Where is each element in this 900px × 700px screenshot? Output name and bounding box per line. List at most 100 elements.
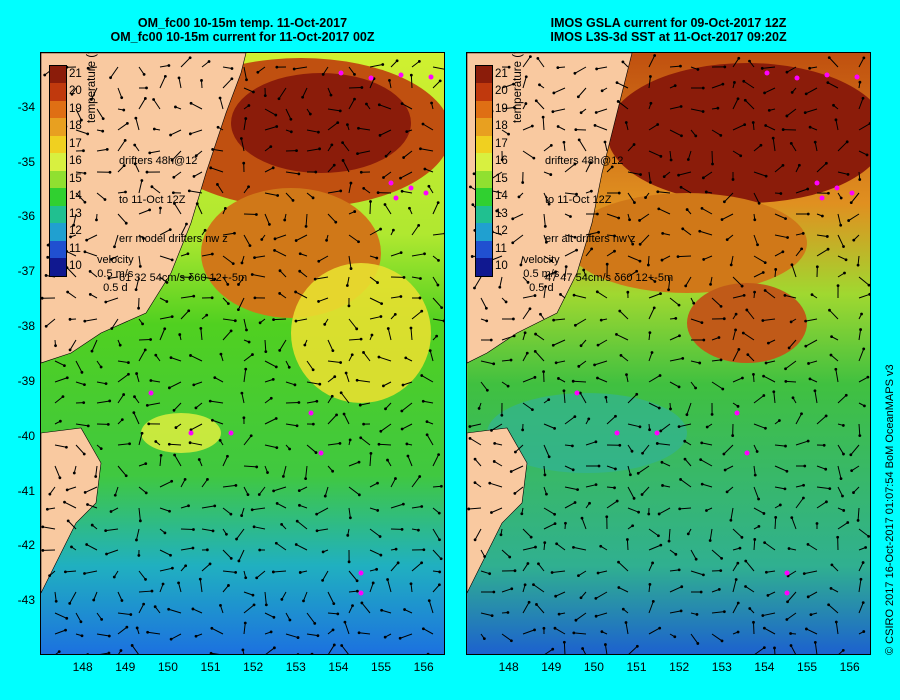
current-arrow-head (127, 372, 130, 376)
current-arrow-head (252, 525, 256, 529)
current-arrow (764, 627, 776, 635)
current-arrow-head (800, 412, 803, 416)
current-arrow-head (766, 593, 770, 597)
current-arrow-head (534, 332, 537, 336)
drifter-marker (368, 75, 374, 81)
current-arrow (306, 633, 319, 637)
current-arrow (117, 122, 128, 131)
current-arrow (302, 87, 308, 98)
current-arrow (243, 591, 254, 596)
current-arrow-head (229, 556, 233, 560)
current-arrow-head (107, 276, 111, 280)
current-arrow-head (559, 293, 562, 296)
current-arrow-head (427, 184, 431, 188)
current-arrow-head (229, 329, 233, 333)
current-arrow (254, 255, 266, 259)
current-arrow (360, 402, 371, 406)
current-arrow (858, 98, 864, 110)
current-arrow-head (317, 130, 320, 134)
current-arrow-head (125, 625, 129, 629)
current-arrow-head (678, 334, 681, 338)
lat-tick-label: -35 (17, 154, 35, 169)
current-arrow-head (468, 436, 472, 440)
current-arrow-head (171, 566, 174, 570)
current-arrow (827, 82, 839, 89)
current-arrow (432, 549, 442, 560)
current-arrow-head (377, 103, 381, 107)
current-arrow (296, 544, 308, 551)
current-arrow-head (213, 504, 217, 508)
current-arrow (618, 561, 629, 572)
colorbar-segment (476, 66, 492, 84)
current-arrow (511, 465, 524, 472)
current-arrow (753, 486, 760, 500)
current-arrow-head (379, 227, 383, 231)
current-arrow (379, 129, 392, 136)
current-arrow-head (244, 576, 248, 580)
lat-tick-label: -37 (17, 264, 35, 279)
current-arrow (296, 520, 308, 530)
current-arrow (411, 276, 421, 280)
current-arrow (522, 376, 536, 383)
current-arrow (858, 123, 870, 131)
drifter-marker (338, 70, 344, 76)
current-arrow (816, 234, 828, 237)
current-arrow-head (80, 370, 84, 374)
current-arrow (306, 444, 317, 453)
current-arrow-head (375, 567, 379, 571)
current-arrow (753, 171, 767, 177)
current-arrow-head (659, 154, 663, 158)
current-arrow (264, 108, 277, 116)
australia-coast (41, 53, 247, 364)
current-arrow-head (170, 158, 174, 162)
current-arrow-head (343, 620, 347, 624)
right-title-line1: IMOS GSLA current for 09-Oct-2017 12Z (550, 16, 787, 30)
current-arrow (627, 486, 635, 499)
current-arrow (786, 108, 797, 117)
current-arrow-head (237, 559, 241, 563)
current-arrow-head (145, 170, 149, 174)
current-arrow (732, 528, 743, 538)
current-arrow (75, 423, 89, 427)
current-arrow-head (317, 300, 320, 303)
current-arrow-head (174, 105, 177, 109)
current-arrow-head (152, 98, 156, 101)
current-arrow-head (573, 235, 577, 239)
current-arrow-head (856, 263, 860, 267)
current-arrow (578, 139, 587, 152)
current-arrow (543, 192, 550, 205)
current-arrow (606, 250, 615, 257)
current-arrow-head (631, 242, 635, 246)
current-arrow (299, 486, 308, 492)
current-arrow (837, 141, 848, 152)
current-arrow (699, 230, 713, 236)
current-arrow-head (719, 569, 723, 573)
current-arrow-head (70, 92, 74, 96)
current-arrow (212, 419, 224, 425)
current-arrow (95, 465, 98, 477)
current-arrow (773, 391, 776, 404)
current-arrow (858, 57, 865, 68)
current-arrow-head (859, 328, 862, 331)
current-arrow (543, 507, 555, 515)
current-arrow-head (800, 247, 804, 251)
current-arrow (711, 611, 725, 614)
current-arrow-head (615, 81, 619, 85)
current-arrow (480, 612, 493, 617)
colorbar-segment (50, 258, 66, 276)
current-arrow (552, 570, 566, 574)
current-arrow-head (841, 648, 845, 652)
current-arrow (84, 570, 98, 575)
current-arrow (252, 273, 266, 278)
current-arrow (348, 234, 359, 243)
current-arrow (543, 523, 556, 530)
current-arrow (469, 437, 482, 446)
current-arrow-head (245, 78, 248, 82)
current-arrow-head (736, 561, 740, 565)
current-arrow-head (391, 228, 395, 232)
current-arrow (390, 503, 404, 509)
current-arrow-head (762, 646, 766, 650)
current-arrow-head (722, 200, 726, 204)
colorbar-segment (50, 205, 66, 224)
current-arrow (606, 415, 616, 425)
